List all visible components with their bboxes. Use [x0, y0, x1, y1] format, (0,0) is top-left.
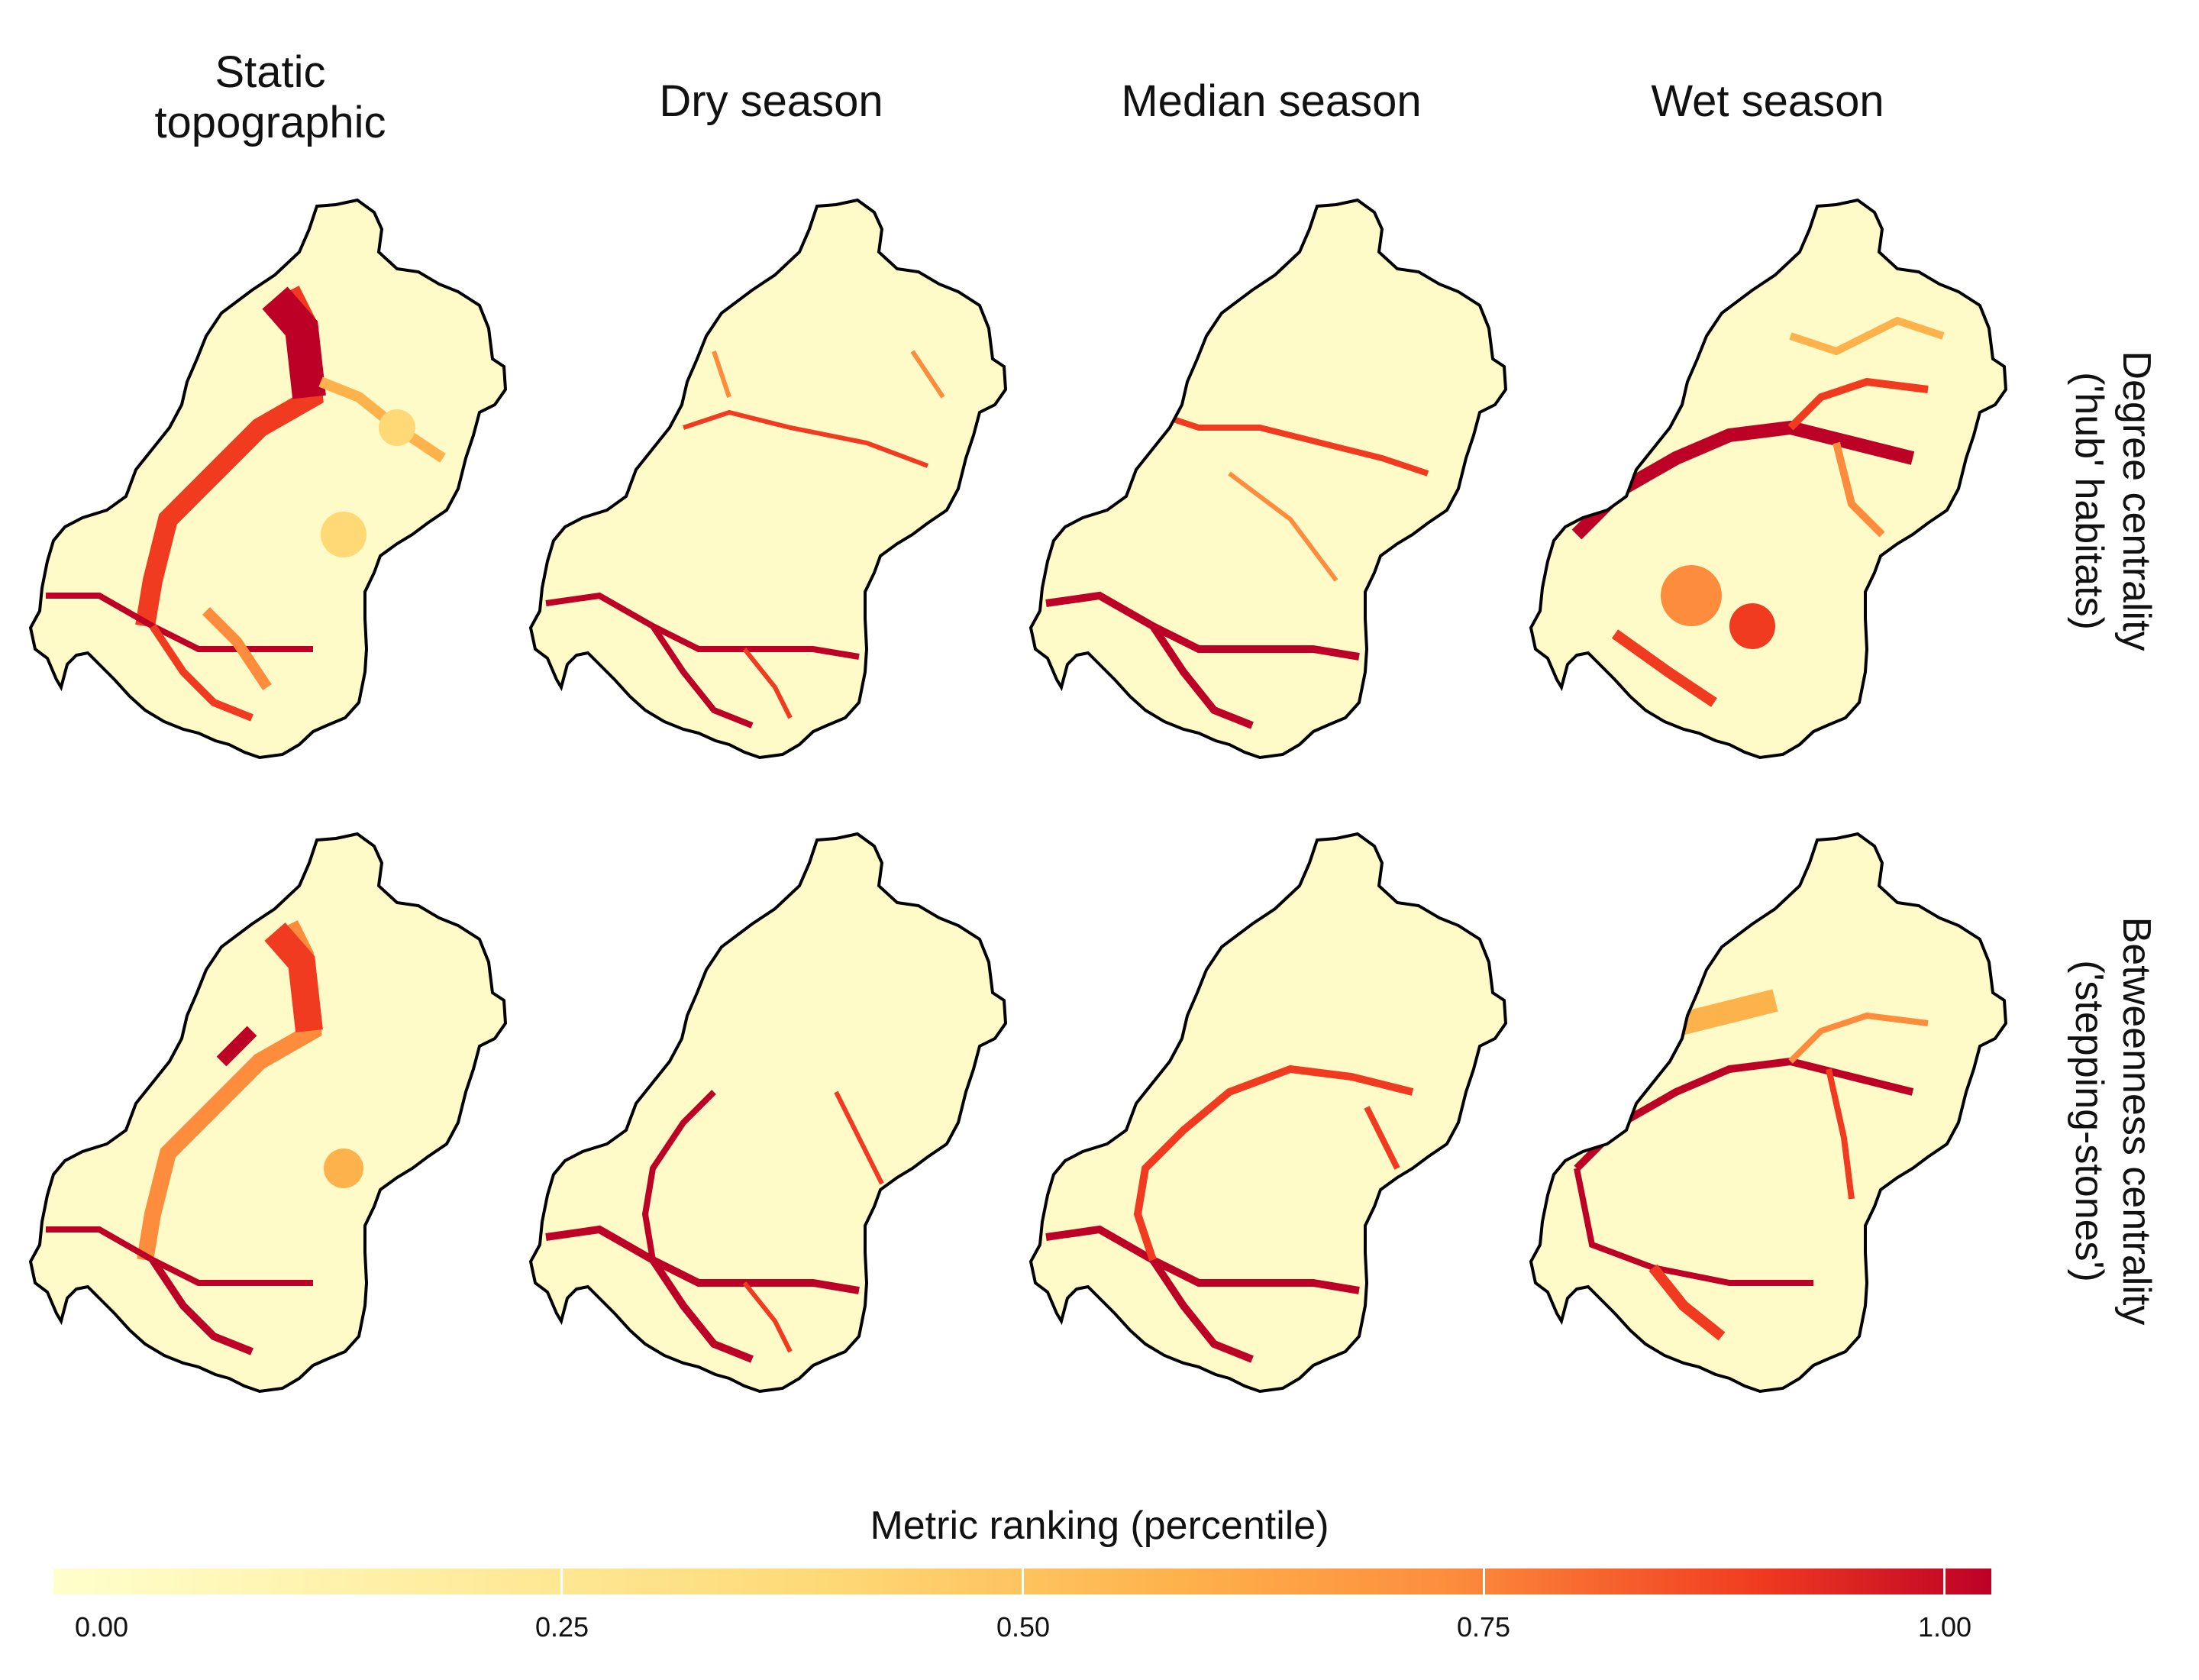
legend-tick	[560, 1569, 563, 1594]
map-static-betweenness	[28, 832, 508, 1394]
column-title-median: Median season	[1121, 76, 1422, 126]
legend-tick-label: 0.00	[74, 1611, 129, 1643]
map-panels	[28, 198, 2008, 1394]
legend-title: Metric ranking (percentile)	[870, 1504, 1329, 1548]
map-median-betweenness	[1028, 832, 1508, 1394]
map-dry-betweenness	[528, 832, 1008, 1394]
map-wet-degree	[1529, 198, 2008, 760]
legend-tick-label: 0.50	[996, 1611, 1051, 1643]
map-wet-betweenness	[1529, 832, 2008, 1394]
column-title-wet: Wet season	[1651, 76, 1884, 126]
map-median-degree	[1028, 198, 1508, 760]
column-title-static: Static topographic	[154, 47, 386, 147]
legend-tick-label: 1.00	[1917, 1611, 1972, 1643]
column-title-dry: Dry season	[659, 76, 883, 126]
legend-tick	[1022, 1569, 1024, 1594]
legend-tick	[1943, 1569, 1946, 1594]
legend-tick-label: 0.75	[1456, 1611, 1511, 1643]
map-dry-degree	[528, 198, 1008, 760]
legend-tick	[1483, 1569, 1485, 1594]
map-static-degree	[28, 198, 508, 760]
legend-tick-label: 0.25	[534, 1611, 589, 1643]
